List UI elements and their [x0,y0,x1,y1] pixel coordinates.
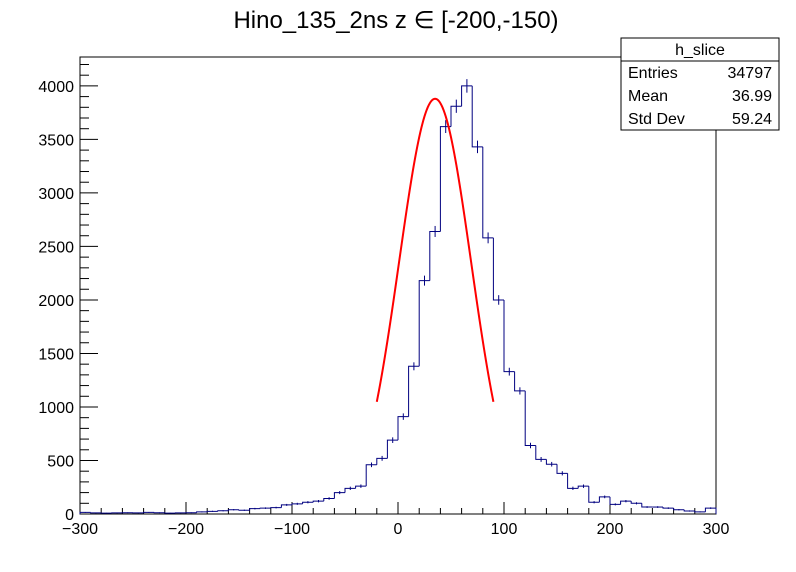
histogram-bin [344,487,356,493]
histogram-bin [630,501,642,504]
histogram-bin [524,390,536,447]
stats-row-value: 34797 [728,65,773,82]
x-tick-label: 100 [491,521,518,538]
histogram-bin [196,511,208,513]
histogram-bin [79,511,91,514]
x-tick-label: 0 [394,521,403,538]
histogram-bin [609,496,621,505]
histogram-bin [280,504,292,508]
y-axis: 0 500 1000 1500 2000 2500 3000 3500 4000 [38,63,98,524]
stats-row-label: Mean [628,88,668,105]
histogram-bin [545,459,557,465]
histogram-bin [503,299,515,373]
histogram-bin [302,501,314,504]
histogram [79,79,717,514]
histogram-bin [355,485,367,489]
histogram-bin [397,416,409,441]
y-tick-label: 3000 [38,186,74,203]
histogram-bin [90,512,102,514]
histogram-bin [694,511,706,513]
histogram-bin [333,492,345,499]
histogram-bin [588,486,600,503]
histogram-bin [492,237,504,301]
histogram-bin [270,507,282,509]
y-tick-label: 2000 [38,293,74,310]
histogram-bin [418,280,430,367]
x-tick-label: −300 [62,521,98,538]
histogram-bin [683,509,695,512]
histogram-bin [386,439,398,459]
histogram-bin [408,365,420,417]
y-tick-label: 0 [65,507,74,524]
stats-box-frame [620,37,780,131]
histogram-bin [312,500,324,503]
stats-row-label: Entries [628,65,678,82]
histogram-bin [471,85,483,148]
histogram-bin [450,105,462,127]
histogram-bin [376,457,388,465]
y-tick-label: 1000 [38,400,74,417]
histogram-bin [249,508,261,511]
y-tick-label: 3500 [38,132,74,149]
x-tick-label: −100 [274,521,310,538]
histogram-bin [217,510,229,512]
stats-row-label: Std Dev [628,111,685,128]
x-tick-label: 200 [597,521,624,538]
histogram-bin [259,507,271,509]
histogram-bin [514,371,526,392]
y-tick-label: 500 [47,453,74,470]
histogram-bin [461,85,473,107]
histogram-bin [227,509,239,511]
histogram-bin [143,511,155,513]
fit-curve-layer [375,97,495,402]
histogram-bin [662,507,674,509]
histogram-bin [535,445,547,460]
histogram-bin [641,503,653,508]
stats-row-value: 36.99 [732,88,772,105]
histogram-bin [206,510,218,512]
histogram-bin [620,500,632,505]
histogram-bin [673,508,685,511]
histogram-bin [238,509,250,511]
y-tick-label: 4000 [38,79,74,96]
stats-row-value: 59.24 [732,111,772,128]
y-tick-label: 1500 [38,346,74,363]
stats-box: h_slice Entries 34797 Mean 36.99 Std Dev 59.24 [620,37,780,131]
histogram-bin [429,230,441,281]
histogram-bin [598,496,610,503]
fit-curve [375,97,495,402]
x-tick-label: 300 [703,521,730,538]
histogram-bin [291,503,303,505]
x-tick-label: −200 [168,521,204,538]
stats-box-name: h_slice [675,42,725,59]
histogram-bin [323,497,335,502]
histogram-bin [704,507,717,514]
histogram-bin [482,146,494,239]
histogram-bin [567,473,579,489]
histogram-bin [365,464,377,487]
histogram-bin [577,485,589,489]
x-axis: −300 −200 −100 0 100 200 300 [62,502,729,538]
histogram-bin [556,464,568,474]
chart-title: Hino_135_2ns z ∈ [-200,-150) [233,7,558,34]
histogram-bin [439,126,451,232]
y-tick-label: 2500 [38,239,74,256]
